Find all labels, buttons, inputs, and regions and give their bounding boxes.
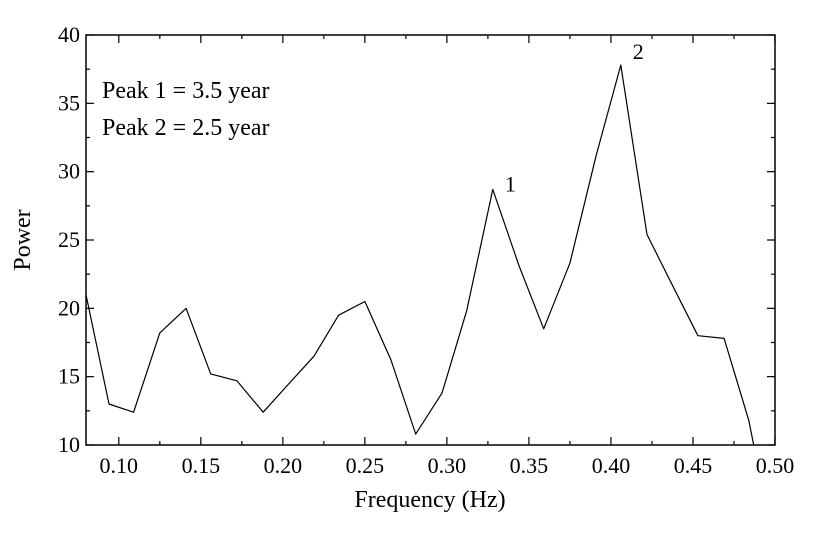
- x-tick-label: 0.35: [510, 453, 549, 478]
- y-tick-label: 35: [58, 90, 80, 115]
- x-tick-label: 0.50: [756, 453, 795, 478]
- x-tick-label: 0.25: [346, 453, 385, 478]
- axis-tick-labels: 0.10 0.15 0.20 0.25 0.30 0.35 0.40 0.45 0.50 10 15…: [58, 22, 794, 478]
- axis-ticks: [86, 34, 776, 446]
- peak-1-period-text: Peak 1 = 3.5 year: [102, 78, 269, 104]
- x-tick-label: 0.40: [592, 453, 631, 478]
- annotations: Peak 1 = 3.5 year Peak 2 = 2.5 year 1 2: [102, 39, 644, 196]
- peak-2-period-text: Peak 2 = 2.5 year: [102, 115, 269, 141]
- x-tick-label: 0.15: [182, 453, 221, 478]
- y-tick-label: 40: [58, 22, 80, 47]
- y-tick-label: 30: [58, 159, 80, 184]
- y-tick-label: 20: [58, 295, 80, 320]
- power-series-line: [85, 64, 755, 446]
- y-tick-label: 10: [58, 432, 80, 457]
- peak-2-label: 2: [633, 39, 644, 64]
- x-tick-label: 0.30: [428, 453, 467, 478]
- x-axis-title: Frequency (Hz): [354, 487, 505, 513]
- y-tick-label: 25: [58, 227, 80, 252]
- x-tick-label: 0.10: [100, 453, 139, 478]
- x-tick-label: 0.20: [264, 453, 303, 478]
- x-tick-label: 0.45: [674, 453, 713, 478]
- y-axis-title: Power: [10, 209, 36, 270]
- y-tick-label: 15: [58, 364, 80, 389]
- peak-1-label: 1: [505, 171, 516, 196]
